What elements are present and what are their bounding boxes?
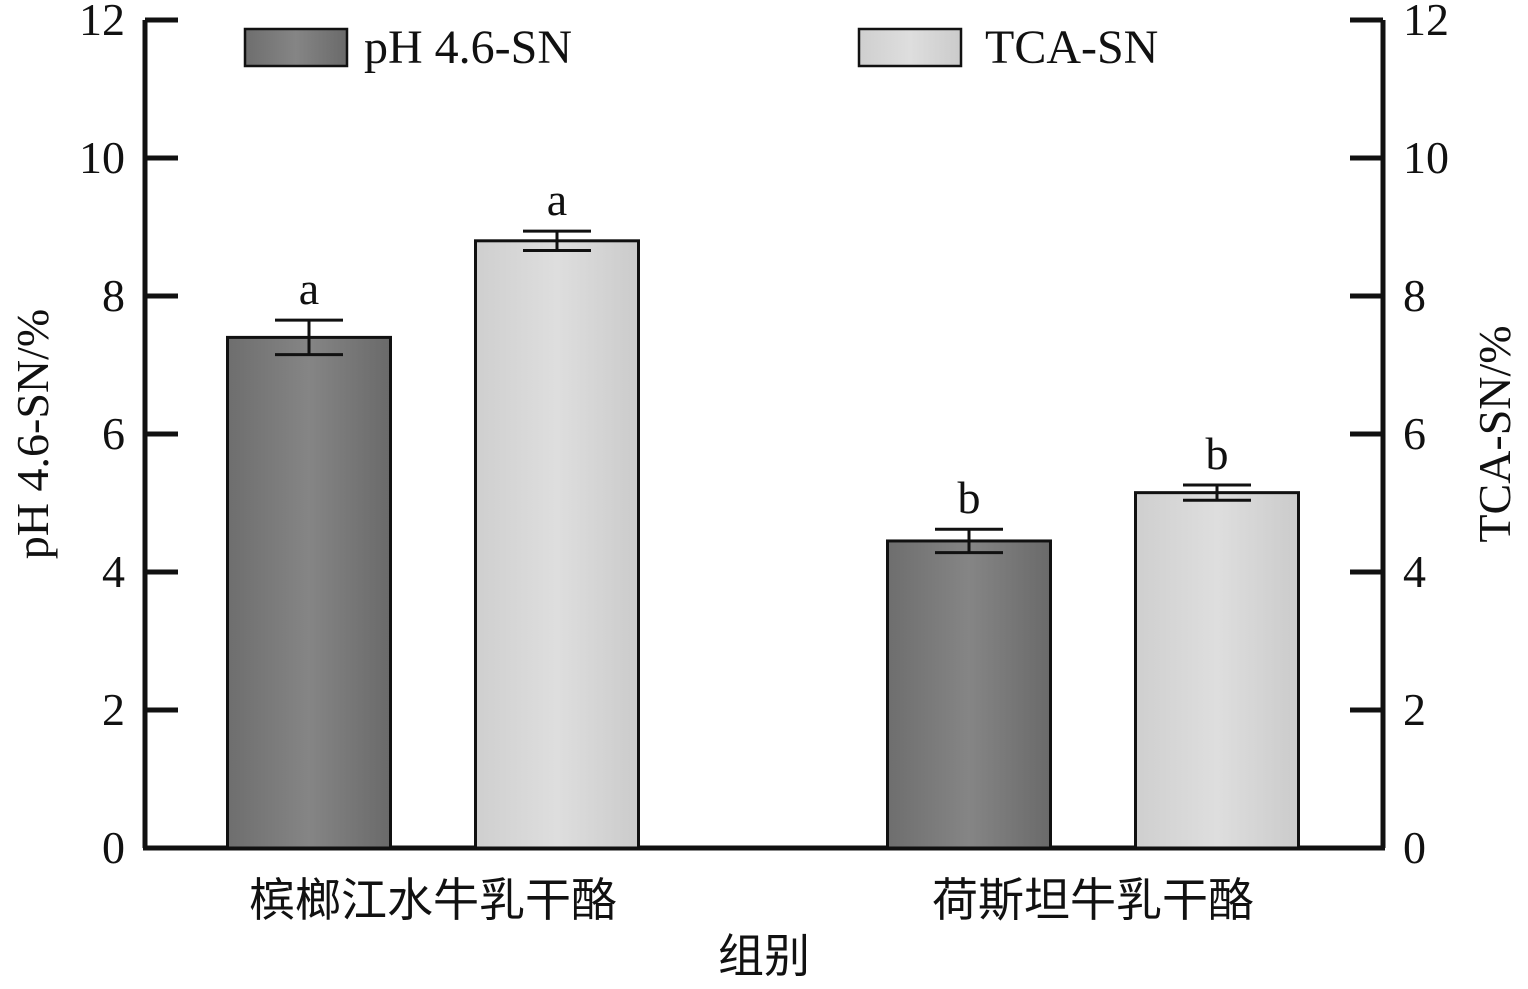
y-tick-label-left-0: 0 xyxy=(102,822,125,873)
y-tick-label-left-10: 10 xyxy=(79,132,125,183)
left-y-ticks: 0 2 4 6 8 10 12 xyxy=(79,0,178,873)
y-tick-label-right-10: 10 xyxy=(1403,132,1449,183)
y-tick-label-right-4: 4 xyxy=(1403,546,1426,597)
bar-series1-cat0 xyxy=(474,239,640,850)
y-tick-label-right-6: 6 xyxy=(1403,408,1426,459)
y-tick-label-left-6: 6 xyxy=(102,408,125,459)
y-tick-label-right-2: 2 xyxy=(1403,684,1426,735)
y-tick-label-left-8: 8 xyxy=(102,270,125,321)
y-tick-label-left-2: 2 xyxy=(102,684,125,735)
legend-swatch-tcasn xyxy=(857,27,963,68)
significance-label-series0-cat0: a xyxy=(299,263,319,314)
significance-label-series0-cat1: b xyxy=(958,472,981,523)
x-category-label-0: 槟榔江水牛乳干酪 xyxy=(249,875,617,926)
significance-label-series1-cat0: a xyxy=(547,174,567,225)
significance-label-series1-cat1: b xyxy=(1206,428,1229,479)
bar-series1-cat1 xyxy=(1134,491,1300,850)
y-axis-label-left: pH 4.6-SN/% xyxy=(7,309,58,559)
category-labels: 槟榔江水牛乳干酪 荷斯坦牛乳干酪 xyxy=(249,875,1254,926)
right-y-ticks: 0 2 4 6 8 10 12 xyxy=(1350,0,1449,873)
y-tick-label-right-0: 0 xyxy=(1403,822,1426,873)
y-tick-label-left-12: 12 xyxy=(79,0,125,45)
y-tick-label-left-4: 4 xyxy=(102,546,125,597)
legend-swatch-ph46sn xyxy=(243,27,349,68)
legend-label-tcasn: TCA-SN xyxy=(985,21,1158,74)
legend-label-ph46sn: pH 4.6-SN xyxy=(364,21,572,74)
bar-series0-cat0 xyxy=(226,335,392,850)
legend: pH 4.6-SN TCA-SN xyxy=(243,21,1158,74)
y-axis-label-right: TCA-SN/% xyxy=(1469,325,1520,542)
y-tick-label-right-8: 8 xyxy=(1403,270,1426,321)
y-tick-label-right-12: 12 xyxy=(1403,0,1449,45)
x-category-label-1: 荷斯坦牛乳干酪 xyxy=(932,875,1254,926)
x-axis-label: 组别 xyxy=(718,931,810,982)
bars-group: a b a b xyxy=(226,174,1300,850)
bar-series0-cat1 xyxy=(886,539,1052,850)
